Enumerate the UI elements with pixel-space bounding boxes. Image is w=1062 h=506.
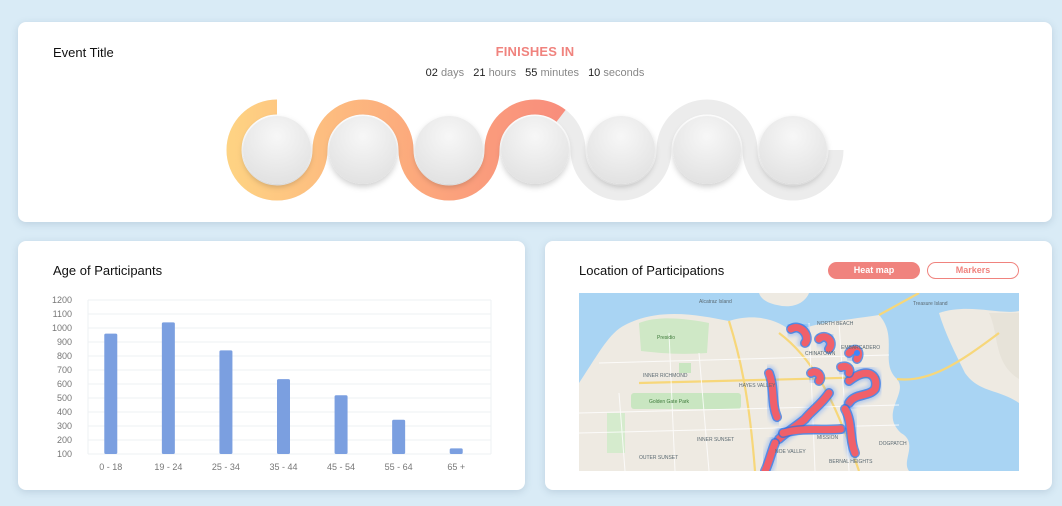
park-2 (679, 363, 691, 373)
heat-map-graphic: NORTH BEACH EMBARCADERO CHINATOWN INNER … (579, 293, 1019, 471)
progress-ball (243, 116, 311, 184)
bar[interactable] (277, 379, 290, 454)
x-tick-label: 65 + (447, 462, 465, 472)
y-tick-label: 1000 (52, 323, 72, 333)
progress-fill (226, 99, 844, 201)
map-label-inner-richmond: INNER RICHMOND (643, 373, 688, 379)
heat-core (841, 405, 859, 457)
map-label-alcatraz: Alcatraz Island (699, 299, 732, 305)
bar[interactable] (392, 419, 406, 454)
map-view[interactable]: NORTH BEACH EMBARCADERO CHINATOWN INNER … (579, 293, 1019, 471)
map-label-hayes-valley: HAYES VALLEY (739, 383, 776, 389)
map-label-presidio: Presidio (657, 335, 675, 341)
y-tick-label: 600 (57, 379, 72, 389)
progress-ball (501, 116, 569, 184)
park-3 (607, 413, 625, 453)
countdown-hours: 21 hours (473, 67, 517, 79)
bar[interactable] (334, 395, 348, 454)
map-label-inner-sunset: INNER SUNSET (697, 437, 734, 443)
location-card: Location of Participations Heat map Mark… (545, 241, 1052, 490)
heat-core (807, 368, 824, 385)
wave-fill-path (226, 99, 844, 201)
x-tick-label: 55 - 64 (385, 462, 413, 472)
progress-ball (415, 116, 483, 184)
countdown-days: 02 days (425, 67, 465, 79)
north-land (759, 293, 809, 307)
map-label-noe-valley: NOE VALLEY (775, 449, 806, 455)
finishes-in-label: FINISHES IN (495, 44, 575, 59)
heat-layer (758, 320, 883, 471)
event-card: Event Title FINISHES IN 02 days 21 hours… (18, 22, 1052, 222)
progress-ball (587, 116, 655, 184)
y-tick-label: 700 (57, 365, 72, 375)
map-label-golden-gate-park: Golden Gate Park (649, 399, 690, 405)
bar[interactable] (104, 333, 118, 454)
x-tick-label: 0 - 18 (99, 462, 122, 472)
golden-gate-park (631, 393, 741, 409)
y-tick-label: 100 (57, 449, 72, 459)
map-label-treasure-island: Treasure Island (913, 301, 948, 307)
map-label-embarcadero: EMBARCADERO (841, 345, 880, 351)
event-title: Event Title (53, 45, 114, 60)
progress-ball (329, 116, 397, 184)
x-tick-label: 19 - 24 (154, 462, 182, 472)
heat-core (815, 333, 835, 353)
map-label-bernal-heights: BERNAL HEIGHTS (829, 459, 873, 465)
y-tick-label: 800 (57, 351, 72, 361)
y-tick-label: 500 (57, 393, 72, 403)
countdown-ring-graphic (226, 99, 844, 201)
progress-ball (759, 116, 827, 184)
presidio (639, 318, 709, 354)
heat-point (854, 350, 860, 356)
x-tick-label: 25 - 34 (212, 462, 240, 472)
map-labels: NORTH BEACH EMBARCADERO CHINATOWN INNER … (639, 299, 948, 465)
bar[interactable] (161, 322, 175, 454)
location-title: Location of Participations (579, 263, 725, 278)
heat-core (837, 363, 853, 377)
map-label-dogpatch: DOGPATCH (879, 441, 907, 447)
y-tick-label: 300 (57, 421, 72, 431)
bar[interactable] (449, 448, 463, 454)
y-tick-label: 200 (57, 435, 72, 445)
x-tick-label: 45 - 54 (327, 462, 355, 472)
map-label-chinatown: CHINATOWN (805, 351, 836, 357)
heat-map-button[interactable]: Heat map (828, 262, 920, 279)
countdown-seconds: 10 seconds (588, 67, 645, 79)
progress-balls (243, 116, 827, 184)
heat-core (779, 425, 845, 437)
markers-button[interactable]: Markers (927, 262, 1019, 279)
y-tick-label: 400 (57, 407, 72, 417)
countdown-timer: 02 days 21 hours 55 minutes 10 seconds (18, 67, 1052, 79)
far-east-land (989, 313, 1019, 379)
heat-core (787, 324, 811, 347)
progress-ball (673, 116, 741, 184)
x-tick-label: 35 - 44 (269, 462, 297, 472)
countdown-minutes: 55 minutes (525, 67, 579, 79)
y-tick-label: 1100 (53, 309, 72, 319)
map-label-mission: MISSION (817, 435, 839, 441)
bar[interactable] (219, 350, 233, 454)
y-tick-label: 900 (57, 337, 72, 347)
heat-core (765, 369, 781, 421)
heat-core (761, 439, 779, 471)
map-label-north-beach: NORTH BEACH (817, 321, 854, 327)
age-bar-chart: 100 200 300 400 500 600 700 800 900 1000 1100 1200 0… (52, 295, 492, 472)
map-label-outer-sunset: OUTER SUNSET (639, 455, 678, 461)
age-chart-card: 100 200 300 400 500 600 700 800 900 1000 1100 1200 0… (18, 241, 525, 490)
heat-core (845, 369, 880, 407)
y-tick-label: 1200 (52, 295, 72, 305)
age-chart-title: Age of Participants (53, 263, 163, 278)
